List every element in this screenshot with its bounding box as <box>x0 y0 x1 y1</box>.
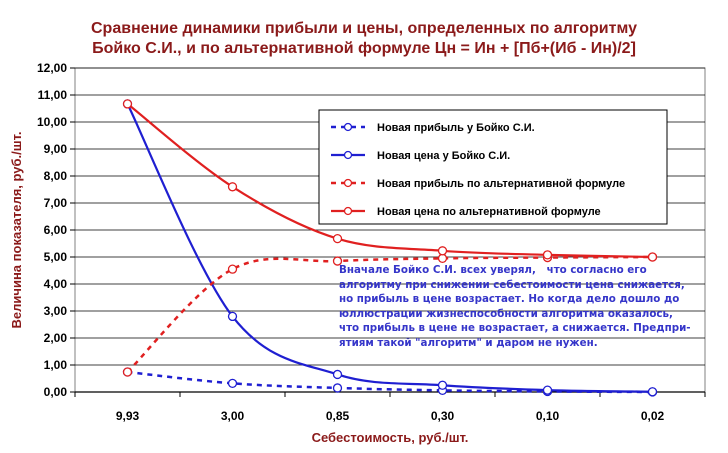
series-3-point <box>437 253 448 264</box>
legend-label: Новая цена у Бойко С.И. <box>377 150 510 162</box>
series-3-point <box>122 367 133 377</box>
series-4-point <box>647 252 658 262</box>
legend-swatch-marker <box>343 206 353 216</box>
chart-title: Сравнение динамики прибыли и цены, опред… <box>91 20 637 37</box>
chart-annotation: Вначале Бойко С.И. всех уверял, что согл… <box>339 264 691 349</box>
legend-swatch-marker <box>343 178 353 188</box>
x-tick-label: 0,85 <box>326 409 350 423</box>
x-tick-label: 3,00 <box>221 409 245 423</box>
legend-box <box>318 109 668 225</box>
y-axis-label: Величина показателя, руб./шт. <box>9 132 24 329</box>
series-4-point <box>437 246 448 256</box>
series-line-3 <box>126 255 653 373</box>
y-tick-label: 10,00 <box>37 115 67 129</box>
y-tick-label: 7,00 <box>44 196 68 210</box>
series-3-point <box>332 256 343 266</box>
legend-label: Новая прибыль у Бойко С.И. <box>377 122 535 134</box>
legend-label: Новая прибыль по альтернативной формуле <box>377 178 625 190</box>
series-2-point <box>542 385 553 395</box>
legend-swatch-marker <box>343 150 353 160</box>
x-tick-label: 0,02 <box>641 409 665 423</box>
y-tick-label: 1,00 <box>44 358 68 372</box>
legend-swatch-marker <box>343 122 353 132</box>
y-tick-label: 5,00 <box>44 250 68 264</box>
x-axis-label: Себестоимость, руб./шт. <box>312 430 469 445</box>
series-4-point <box>542 250 553 260</box>
y-tick-label: 4,00 <box>44 277 68 291</box>
series-4-point <box>332 233 343 244</box>
series-2-point <box>227 311 238 322</box>
y-tick-label: 6,00 <box>44 223 68 237</box>
y-tick-label: 8,00 <box>44 169 68 183</box>
y-tick-label: 2,00 <box>44 331 68 345</box>
legend-label: Новая цена по альтернативной формуле <box>377 206 601 218</box>
series-line-1 <box>127 370 653 394</box>
series-2-point <box>437 380 448 390</box>
chart-title: Бойко С.И., и по альтернативной формуле … <box>92 40 636 57</box>
series-4-point <box>227 182 238 192</box>
y-tick-label: 11,00 <box>38 88 68 102</box>
y-tick-label: 3,00 <box>44 304 68 318</box>
series-2-point <box>332 369 343 380</box>
x-tick-label: 0,10 <box>536 409 560 423</box>
x-tick-label: 0,30 <box>431 409 455 423</box>
series-1-point <box>332 383 343 393</box>
x-tick-label: 9,93 <box>116 409 140 423</box>
series-1-point <box>227 378 238 389</box>
y-tick-label: 9,00 <box>44 142 68 156</box>
series-line-4 <box>126 103 653 259</box>
y-tick-label: 12,00 <box>37 61 67 75</box>
series-2-point <box>647 387 658 397</box>
y-tick-label: 0,00 <box>44 385 68 399</box>
series-3-point <box>227 264 238 274</box>
series-4-point <box>122 99 133 109</box>
